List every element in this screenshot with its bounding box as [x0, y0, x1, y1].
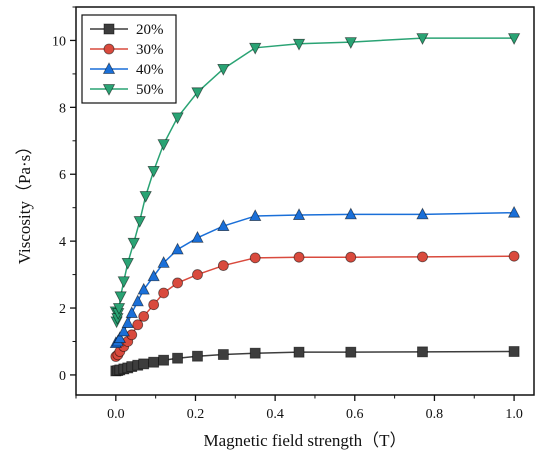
- series-line: [115, 255, 515, 358]
- data-point: [131, 294, 144, 307]
- y-tick-label: 10: [52, 34, 66, 49]
- data-point: [345, 251, 357, 263]
- legend-item: 30%: [90, 42, 164, 58]
- legend: 20% 30% 40% 50%: [81, 14, 177, 104]
- legend-label: 40%: [136, 62, 164, 78]
- data-point: [249, 42, 262, 55]
- data-point: [344, 207, 357, 220]
- data-point: [249, 347, 261, 359]
- x-tick-label: 0.4: [266, 407, 284, 422]
- x-tick-label: 1.0: [505, 407, 523, 422]
- data-point: [117, 324, 130, 337]
- data-point: [171, 112, 184, 125]
- data-point: [158, 287, 170, 299]
- data-point: [112, 303, 126, 315]
- data-point: [293, 346, 305, 358]
- data-point: [148, 299, 160, 311]
- data-point: [292, 38, 306, 51]
- data-point: [293, 251, 305, 263]
- x-axis-label: Magnetic field strength（T）: [203, 431, 406, 450]
- data-point: [148, 356, 160, 368]
- data-point: [507, 33, 521, 45]
- data-point: [217, 260, 229, 271]
- data-point: [137, 282, 150, 295]
- data-point: [217, 349, 229, 360]
- data-point: [508, 250, 520, 262]
- data-point: [249, 209, 262, 221]
- y-axis-label: Viscosity（Pa·s）: [15, 138, 34, 264]
- legend-label: 20%: [136, 22, 164, 38]
- axes: [75, 6, 535, 396]
- data-point: [117, 276, 130, 289]
- data-point: [125, 306, 138, 318]
- legend-item: 50%: [90, 82, 164, 98]
- legend-marker: [102, 62, 116, 74]
- legend-label: 50%: [136, 82, 164, 98]
- data-point: [508, 346, 520, 357]
- series-1: [110, 250, 520, 362]
- data-point: [416, 33, 429, 45]
- data-point: [121, 257, 134, 270]
- y-tick-label: 6: [59, 168, 66, 183]
- data-point: [127, 237, 140, 250]
- x-tick-label: 0.2: [187, 407, 205, 422]
- data-point: [147, 165, 160, 178]
- data-point: [507, 205, 521, 218]
- data-point: [171, 242, 184, 255]
- legend-label: 30%: [136, 42, 164, 58]
- series-3: [109, 33, 521, 329]
- y-tick-label: 2: [59, 302, 66, 317]
- x-tick-label: 0.0: [107, 407, 125, 422]
- data-point: [217, 219, 230, 231]
- y-tick-label: 4: [59, 235, 66, 250]
- data-point: [344, 37, 357, 49]
- data-point: [417, 346, 428, 358]
- x-tick-label: 0.8: [426, 407, 444, 422]
- y-tick-label: 8: [59, 101, 66, 116]
- legend-marker: [103, 23, 115, 35]
- data-point: [417, 251, 428, 263]
- data-point: [192, 350, 203, 362]
- legend-marker: [102, 84, 116, 96]
- data-point: [172, 352, 183, 364]
- legend-marker: [103, 43, 115, 55]
- legend-item: 20%: [90, 22, 164, 38]
- data-point: [132, 319, 144, 331]
- data-point: [113, 331, 126, 344]
- data-point: [191, 87, 204, 100]
- series-0: [110, 346, 520, 377]
- data-point: [192, 269, 203, 280]
- data-point: [138, 358, 150, 370]
- data-point: [138, 310, 150, 322]
- x-tick-label: 0.6: [346, 407, 364, 422]
- series-2: [109, 205, 521, 349]
- data-point: [345, 346, 357, 358]
- data-point: [157, 256, 170, 268]
- data-point: [133, 216, 146, 228]
- data-point: [172, 277, 183, 289]
- data-point: [217, 63, 230, 76]
- data-point: [157, 139, 170, 151]
- data-point: [249, 252, 261, 264]
- data-point: [121, 316, 134, 328]
- legend-item: 40%: [90, 62, 164, 78]
- data-point: [158, 354, 170, 366]
- data-point: [191, 230, 204, 243]
- plot-area: [109, 33, 521, 377]
- data-point: [147, 269, 160, 282]
- data-point: [416, 207, 429, 220]
- data-point: [292, 208, 306, 220]
- data-point: [139, 191, 152, 203]
- ticks: 0.0 0.2 0.4 0.6 0.8 1.0 0 2 4 6 8 10: [52, 6, 523, 422]
- y-tick-label: 0: [59, 369, 66, 384]
- data-point: [114, 291, 127, 304]
- plot-frame: [75, 6, 535, 396]
